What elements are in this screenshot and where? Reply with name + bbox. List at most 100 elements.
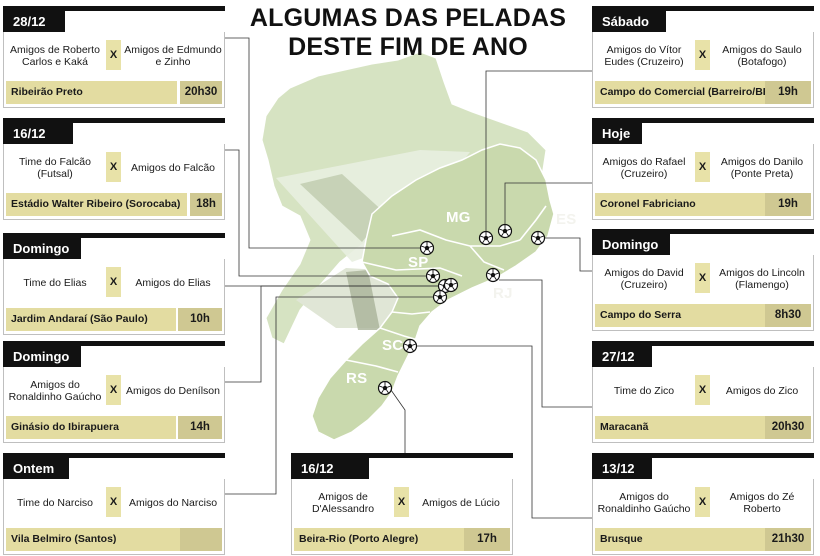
team-a: Amigos de D'Alessandro bbox=[311, 490, 375, 516]
game-card-5: Ontem Time do Narciso X Amigos do Narcis… bbox=[3, 453, 225, 556]
venue: Estádio Walter Ribeiro (Sorocaba) bbox=[6, 193, 187, 216]
team-a: Amigos do Ronaldinho Gaúcho bbox=[8, 378, 102, 404]
team-a: Amigos do Rafael (Cruzeiro) bbox=[602, 155, 686, 181]
kickoff-time: 21h30 bbox=[765, 528, 811, 551]
team-b: Amigos do Saulo (Botafogo) bbox=[722, 43, 802, 69]
kickoff-time: 8h30 bbox=[765, 304, 811, 327]
venue: Ginásio do Ibirapuera bbox=[6, 416, 176, 439]
kickoff-time: 10h bbox=[178, 308, 222, 331]
team-a: Time do Zico bbox=[613, 384, 675, 397]
zoom-wedge-lower-shade bbox=[346, 270, 380, 330]
team-a: Amigos do Ronaldinho Gaúcho bbox=[597, 490, 691, 516]
venue-time-bar: Ribeirão Preto 20h30 bbox=[6, 81, 222, 104]
venue: Beira-Rio (Porto Alegre) bbox=[294, 528, 464, 551]
venue-time-bar: Coronel Fabriciano 19h bbox=[595, 193, 811, 216]
state-label-sc: SC bbox=[382, 337, 404, 354]
game-card-body: Amigos do Rafael (Cruzeiro) X Amigos do … bbox=[592, 144, 814, 220]
game-card-body: Amigos do Ronaldinho Gaúcho X Amigos do … bbox=[3, 367, 225, 443]
venue: Jardim Andaraí (São Paulo) bbox=[6, 308, 176, 331]
team-b: Amigos do Narciso bbox=[128, 496, 218, 509]
game-card-body: Amigos do Vítor Eudes (Cruzeiro) X Amigo… bbox=[592, 32, 814, 108]
versus-badge: X bbox=[106, 487, 121, 517]
game-card-10: 13/12 Amigos do Ronaldinho Gaúcho X Amig… bbox=[592, 453, 814, 556]
state-label-mg: MG bbox=[446, 209, 471, 226]
leader-line-1 bbox=[225, 37, 421, 249]
zoom-wedge-upper-shade bbox=[300, 174, 386, 242]
team-a: Time do Narciso bbox=[16, 496, 94, 509]
teams-row: Time do Zico X Amigos do Zico bbox=[593, 367, 813, 415]
state-label-rs: RS bbox=[346, 370, 368, 387]
kickoff-time: 17h bbox=[464, 528, 510, 551]
game-card-9: 27/12 Time do Zico X Amigos do Zico Mara… bbox=[592, 341, 814, 444]
team-b: Amigos de Lúcio bbox=[422, 496, 500, 509]
kickoff-time: 18h bbox=[190, 193, 222, 216]
title-line-1: ALGUMAS DAS PELADAS bbox=[249, 4, 567, 32]
game-card-body: Time do Elias X Amigos do Elias Jardim A… bbox=[3, 259, 225, 335]
game-date: Sábado bbox=[592, 11, 666, 32]
venue-time-bar: Ginásio do Ibirapuera 14h bbox=[6, 416, 222, 439]
team-b: Amigos do Falcão bbox=[130, 161, 216, 174]
team-a: Time do Elias bbox=[23, 276, 87, 289]
versus-badge: X bbox=[394, 487, 409, 517]
venue: Brusque bbox=[595, 528, 765, 551]
teams-row: Time do Falcão (Futsal) X Amigos do Falc… bbox=[4, 144, 224, 192]
venue: Campo do Comercial (Barreiro/BH) bbox=[595, 81, 765, 104]
teams-row: Time do Elias X Amigos do Elias bbox=[4, 259, 224, 307]
game-card-body: Amigos de D'Alessandro X Amigos de Lúcio… bbox=[291, 479, 513, 555]
soccer-ball-icon bbox=[497, 223, 513, 239]
kickoff-time: 14h bbox=[178, 416, 222, 439]
leader-line-8 bbox=[544, 237, 592, 272]
game-card-3: Domingo Time do Elias X Amigos do Elias … bbox=[3, 233, 225, 336]
game-card-1: 28/12 Amigos de Roberto Carlos e Kaká X … bbox=[3, 6, 225, 109]
venue-time-bar: Jardim Andaraí (São Paulo) 10h bbox=[6, 308, 222, 331]
leader-line-4 bbox=[225, 285, 445, 383]
team-a: Amigos do David (Cruzeiro) bbox=[604, 266, 684, 292]
teams-row: Time do Narciso X Amigos do Narciso bbox=[4, 479, 224, 527]
game-date: 16/12 bbox=[3, 123, 73, 144]
soccer-ball-icon bbox=[425, 268, 441, 284]
title-line-2: DESTE FIM DE ANO bbox=[288, 33, 528, 61]
game-card-body: Time do Zico X Amigos do Zico Maracanã 2… bbox=[592, 367, 814, 443]
venue: Ribeirão Preto bbox=[6, 81, 177, 104]
leader-line-5 bbox=[225, 296, 434, 495]
venue: Coronel Fabriciano bbox=[595, 193, 765, 216]
versus-badge: X bbox=[106, 267, 121, 297]
ball-markers bbox=[377, 223, 546, 396]
teams-row: Amigos do Ronaldinho Gaúcho X Amigos do … bbox=[593, 479, 813, 527]
team-b: Amigos do Zé Roberto bbox=[729, 490, 795, 516]
game-date: 27/12 bbox=[592, 346, 652, 367]
page-title: ALGUMAS DAS PELADAS DESTE FIM DE ANO bbox=[238, 4, 578, 62]
team-b: Amigos do Lincoln (Flamengo) bbox=[719, 266, 805, 292]
game-date: Ontem bbox=[3, 458, 69, 479]
versus-badge: X bbox=[695, 152, 710, 182]
game-card-11: 16/12 Amigos de D'Alessandro X Amigos de… bbox=[291, 453, 513, 556]
soccer-ball-icon bbox=[443, 277, 459, 293]
kickoff-time: 20h30 bbox=[180, 81, 222, 104]
team-a: Amigos de Roberto Carlos e Kaká bbox=[10, 43, 100, 69]
game-card-body: Amigos de Roberto Carlos e Kaká X Amigos… bbox=[3, 32, 225, 108]
kickoff-time: 20h30 bbox=[765, 416, 811, 439]
kickoff-time: 19h bbox=[765, 193, 811, 216]
team-b: Amigos de Edmundo e Zinho bbox=[124, 43, 222, 69]
versus-badge: X bbox=[695, 487, 710, 517]
leader-line-6 bbox=[485, 70, 592, 232]
soccer-ball-icon bbox=[432, 289, 448, 305]
teams-row: Amigos de Roberto Carlos e Kaká X Amigos… bbox=[4, 32, 224, 80]
game-card-body: Time do Falcão (Futsal) X Amigos do Falc… bbox=[3, 144, 225, 220]
state-borders bbox=[345, 205, 547, 373]
game-date: Domingo bbox=[3, 238, 81, 259]
game-date: Hoje bbox=[592, 123, 642, 144]
team-b: Amigos do Elias bbox=[135, 276, 211, 289]
teams-row: Amigos do Ronaldinho Gaúcho X Amigos do … bbox=[4, 367, 224, 415]
state-label-es: ES bbox=[556, 211, 577, 228]
teams-row: Amigos do David (Cruzeiro) X Amigos do L… bbox=[593, 255, 813, 303]
leader-line-2 bbox=[225, 149, 427, 277]
teams-row: Amigos do Vítor Eudes (Cruzeiro) X Amigo… bbox=[593, 32, 813, 80]
versus-badge: X bbox=[695, 40, 710, 70]
team-b: Amigos do Zico bbox=[725, 384, 799, 397]
soccer-ball-icon bbox=[485, 267, 501, 283]
versus-badge: X bbox=[106, 40, 121, 70]
game-card-body: Time do Narciso X Amigos do Narciso Vila… bbox=[3, 479, 225, 555]
venue-time-bar: Estádio Walter Ribeiro (Sorocaba) 18h bbox=[6, 193, 222, 216]
game-card-7: Hoje Amigos do Rafael (Cruzeiro) X Amigo… bbox=[592, 118, 814, 221]
